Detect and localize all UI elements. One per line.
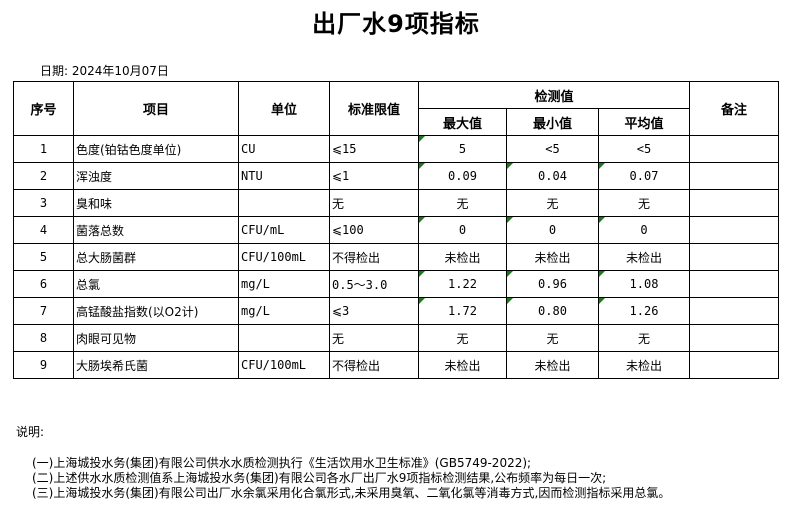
cell-unit: NTU (238, 162, 330, 190)
cell-no: 1 (13, 135, 74, 163)
header-standard: 标准限值 (329, 81, 419, 136)
cell-standard: ⩽3 (329, 297, 419, 325)
cell-item: 总氯 (73, 270, 239, 298)
cell-remark (689, 135, 779, 163)
note-item: (二)上述供水水质检测值系上海城投水务(集团)有限公司各水厂出厂水9项指标检测结… (32, 471, 607, 485)
cell-no: 9 (13, 351, 74, 379)
header-avg: 平均值 (598, 108, 690, 136)
cell-unit: CFU/100mL (238, 351, 330, 379)
cell-item: 大肠埃希氏菌 (73, 351, 239, 379)
header-min: 最小值 (506, 108, 599, 136)
cell-min: <5 (506, 135, 599, 163)
table-row: 4 菌落总数 CFU/mL ⩽100 0 0 0 (13, 216, 779, 244)
cell-avg: 未检出 (598, 351, 690, 379)
cell-no: 2 (13, 162, 74, 190)
cell-min: 未检出 (506, 351, 599, 379)
notes-list: (一)上海城投水务(集团)有限公司供水水质检测执行《生活饮用水卫生标准》(GB5… (32, 456, 670, 501)
cell-no: 3 (13, 189, 74, 217)
header-max: 最大值 (418, 108, 507, 136)
cell-no: 8 (13, 324, 74, 352)
cell-standard: 不得检出 (329, 351, 419, 379)
cell-item: 色度(铂钴色度单位) (73, 135, 239, 163)
table-row: 1 色度(铂钴色度单位) CU ⩽15 5 <5 <5 (13, 135, 779, 163)
water-quality-table: 序号 项目 单位 标准限值 检测值 备注 最大值 最小值 平均值 1 色度(铂钴色… (13, 81, 779, 379)
cell-remark (689, 297, 779, 325)
cell-max: 无 (418, 324, 507, 352)
cell-item: 菌落总数 (73, 216, 239, 244)
cell-unit: CFU/100mL (238, 243, 330, 271)
report-date: 日期: 2024年10月07日 (40, 64, 169, 78)
cell-avg: 1.26 (598, 297, 690, 325)
cell-item: 浑浊度 (73, 162, 239, 190)
cell-max: 0.09 (418, 162, 507, 190)
cell-min: 0.96 (506, 270, 599, 298)
cell-remark (689, 243, 779, 271)
cell-item: 高锰酸盐指数(以O2计) (73, 297, 239, 325)
cell-min: 0 (506, 216, 599, 244)
notes-label: 说明: (16, 425, 45, 439)
cell-item: 臭和味 (73, 189, 239, 217)
cell-remark (689, 270, 779, 298)
cell-avg: 无 (598, 189, 690, 217)
cell-unit: CU (238, 135, 330, 163)
header-measured: 检测值 (418, 81, 690, 109)
page-title: 出厂水9项指标 (312, 10, 480, 38)
cell-min: 无 (506, 324, 599, 352)
cell-unit (238, 324, 330, 352)
cell-standard: 0.5～3.0 (329, 270, 419, 298)
table-row: 6 总氯 mg/L 0.5～3.0 1.22 0.96 1.08 (13, 270, 779, 298)
cell-remark (689, 216, 779, 244)
header-item: 项目 (73, 81, 239, 136)
cell-max: 未检出 (418, 243, 507, 271)
cell-remark (689, 351, 779, 379)
cell-max: 1.22 (418, 270, 507, 298)
cell-min: 未检出 (506, 243, 599, 271)
header-no: 序号 (13, 81, 74, 136)
cell-item: 总大肠菌群 (73, 243, 239, 271)
cell-standard: ⩽15 (329, 135, 419, 163)
cell-unit (238, 189, 330, 217)
cell-no: 6 (13, 270, 74, 298)
cell-avg: 1.08 (598, 270, 690, 298)
cell-unit: CFU/mL (238, 216, 330, 244)
cell-standard: ⩽100 (329, 216, 419, 244)
cell-standard: 不得检出 (329, 243, 419, 271)
table-row: 2 浑浊度 NTU ⩽1 0.09 0.04 0.07 (13, 162, 779, 190)
cell-min: 无 (506, 189, 599, 217)
note-item: (三)上海城投水务(集团)有限公司出厂水余氯采用化合氯形式,未采用臭氧、二氧化氯… (32, 486, 671, 500)
cell-unit: mg/L (238, 297, 330, 325)
cell-avg: <5 (598, 135, 690, 163)
header-unit: 单位 (238, 81, 330, 136)
cell-max: 5 (418, 135, 507, 163)
table-row: 5 总大肠菌群 CFU/100mL 不得检出 未检出 未检出 未检出 (13, 243, 779, 271)
cell-remark (689, 324, 779, 352)
table-row: 8 肉眼可见物无无无无 (13, 324, 779, 352)
cell-max: 1.72 (418, 297, 507, 325)
cell-min: 0.80 (506, 297, 599, 325)
cell-max: 无 (418, 189, 507, 217)
table-row: 9 大肠埃希氏菌 CFU/100mL 不得检出 未检出 未检出 未检出 (13, 351, 779, 379)
cell-remark (689, 189, 779, 217)
header-remark: 备注 (689, 81, 779, 136)
table-row: 7 高锰酸盐指数(以O2计) mg/L ⩽3 1.72 0.80 1.26 (13, 297, 779, 325)
cell-standard: 无 (329, 189, 419, 217)
cell-item: 肉眼可见物 (73, 324, 239, 352)
cell-unit: mg/L (238, 270, 330, 298)
cell-avg: 0.07 (598, 162, 690, 190)
cell-avg: 未检出 (598, 243, 690, 271)
cell-standard: ⩽1 (329, 162, 419, 190)
cell-max: 0 (418, 216, 507, 244)
cell-no: 4 (13, 216, 74, 244)
cell-max: 未检出 (418, 351, 507, 379)
cell-no: 5 (13, 243, 74, 271)
cell-standard: 无 (329, 324, 419, 352)
cell-avg: 0 (598, 216, 690, 244)
cell-min: 0.04 (506, 162, 599, 190)
table-row: 3 臭和味无无无无 (13, 189, 779, 217)
cell-no: 7 (13, 297, 74, 325)
note-item: (一)上海城投水务(集团)有限公司供水水质检测执行《生活饮用水卫生标准》(GB5… (32, 456, 532, 470)
cell-remark (689, 162, 779, 190)
cell-avg: 无 (598, 324, 690, 352)
